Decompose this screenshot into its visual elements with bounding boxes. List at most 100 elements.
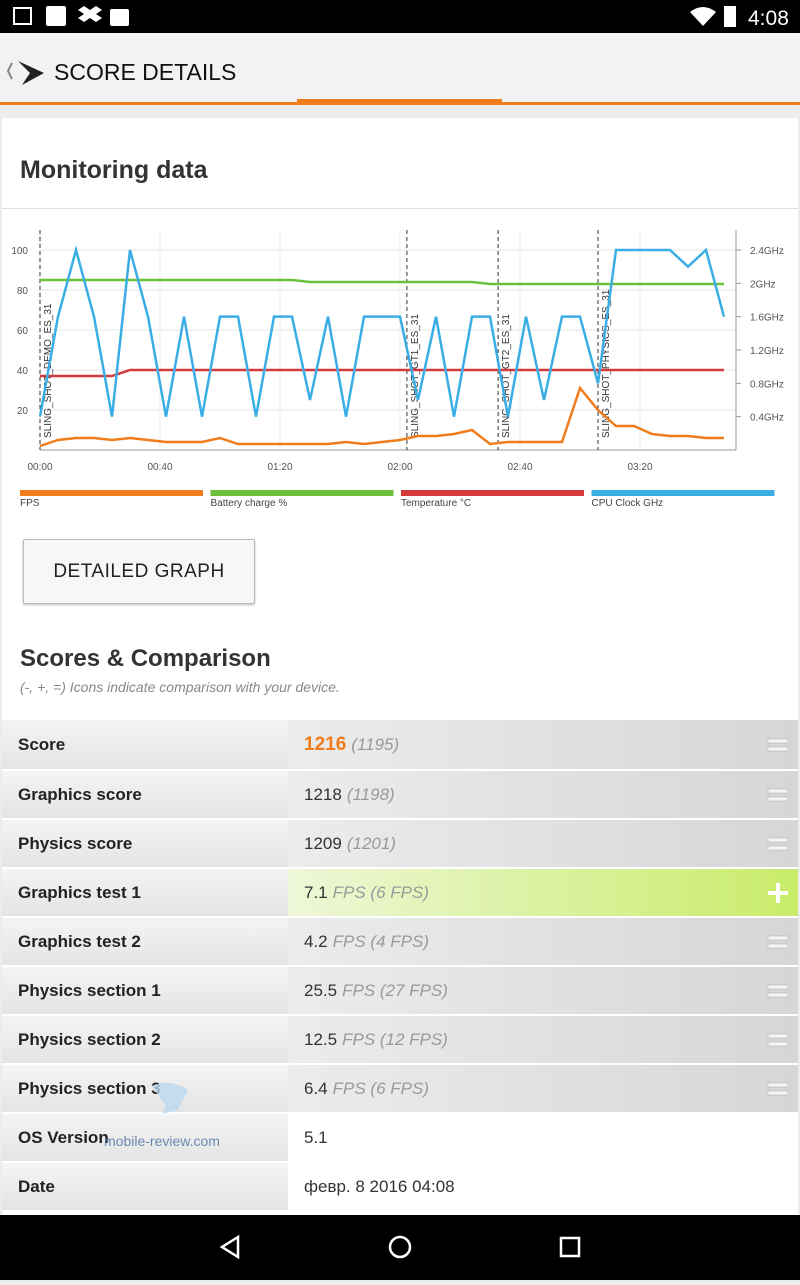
- legend-label: FPS: [20, 498, 40, 509]
- score-row: Graphics test 1 7.1 FPS (6 FPS): [2, 869, 798, 918]
- detailed-graph-button[interactable]: DETAILED GRAPH: [23, 539, 255, 604]
- gallery-icon: [13, 7, 32, 25]
- legend-label: Battery charge %: [211, 498, 288, 509]
- value-detail: (1198): [346, 784, 395, 804]
- recents-button[interactable]: [559, 1236, 581, 1258]
- section-title: Scores & Comparison: [20, 645, 271, 672]
- value: 5.1: [304, 1127, 328, 1147]
- row-value: 7.1 FPS (6 FPS): [288, 869, 798, 916]
- row-value: 12.5 FPS (12 FPS): [288, 1016, 798, 1063]
- row-value: 5.1: [288, 1114, 798, 1161]
- icon-bar: [776, 882, 780, 903]
- row-value: февр. 8 2016 04:08: [288, 1163, 798, 1210]
- y-tick-label: 40: [17, 366, 29, 377]
- icon-bar: [767, 1090, 789, 1095]
- status-bar: 4:08: [0, 0, 800, 33]
- value: 1218: [304, 784, 342, 804]
- watermark-logo: [152, 1082, 188, 1114]
- value: 1216: [304, 733, 347, 755]
- value-detail: (1195): [351, 734, 400, 754]
- value: 25.5: [304, 980, 338, 1000]
- value: 1209: [304, 833, 342, 853]
- score-row: Physics section 2 12.5 FPS (12 FPS): [2, 1016, 798, 1065]
- value-detail: FPS (6 FPS): [332, 882, 429, 902]
- watermark: mobile-review.com: [104, 1133, 220, 1149]
- battery-icon: [724, 6, 736, 27]
- home-button[interactable]: [388, 1235, 412, 1259]
- value-detail: (1201): [346, 833, 396, 853]
- y2-tick-label: 2GHz: [750, 279, 776, 290]
- score-table: Score 1216 (1195) Graphics score 1218 (1198) P…: [2, 720, 798, 1212]
- x-tick-label: 02:40: [507, 462, 532, 473]
- value-detail: FPS (6 FPS): [332, 1078, 429, 1098]
- back-caret[interactable]: [6, 62, 13, 80]
- value: 6.4: [304, 1078, 328, 1098]
- legend-swatch: [591, 490, 775, 496]
- row-value: 1216 (1195): [288, 720, 798, 769]
- dropbox-icon: [78, 6, 102, 22]
- score-row: Date февр. 8 2016 04:08: [2, 1163, 798, 1212]
- row-value: 25.5 FPS (27 FPS): [288, 967, 798, 1014]
- score-row: Physics section 1 25.5 FPS (27 FPS): [2, 967, 798, 1016]
- test-marker-label: SLING_SHOT_GT2_ES_31: [501, 314, 512, 438]
- y2-tick-label: 1.2GHz: [750, 346, 784, 357]
- y-tick-label: 100: [11, 246, 28, 257]
- comparison-icon: [767, 935, 789, 948]
- row-label: Graphics test 1: [2, 869, 288, 916]
- row-label: Physics section 2: [2, 1016, 288, 1063]
- row-label: Physics score: [2, 820, 288, 867]
- score-row: Physics section 3 6.4 FPS (6 FPS): [2, 1065, 798, 1114]
- icon-bar: [767, 746, 789, 751]
- x-tick-label: 02:00: [387, 462, 412, 473]
- test-marker-label: SLING_SHOT_PHYSICS_ES_31: [601, 289, 612, 438]
- x-tick-label: 00:00: [27, 462, 52, 473]
- y2-tick-label: 0.4GHz: [750, 413, 784, 424]
- row-value: 6.4 FPS (6 FPS): [288, 1065, 798, 1112]
- row-label: Score: [2, 720, 288, 769]
- row-label: Physics section 1: [2, 967, 288, 1014]
- legend-swatch: [20, 490, 203, 496]
- row-label: Physics section 3: [2, 1065, 288, 1112]
- x-tick-label: 01:20: [267, 462, 292, 473]
- legend-swatch: [210, 490, 394, 496]
- app-bar: SCORE DETAILS: [0, 33, 800, 105]
- value: 4.2: [304, 931, 328, 951]
- back-button[interactable]: [219, 1234, 240, 1260]
- app-bar-art: SCORE DETAILS: [6, 59, 502, 105]
- score-row: Graphics test 2 4.2 FPS (4 FPS): [2, 918, 798, 967]
- icon-bar: [767, 935, 789, 940]
- series-line: [38, 245, 726, 417]
- value-detail: FPS (12 FPS): [342, 1029, 448, 1049]
- series-line: [39, 385, 724, 448]
- status-icons: 4:08: [13, 6, 789, 30]
- value: 12.5: [304, 1029, 338, 1049]
- wifi-icon: [690, 7, 716, 26]
- y-tick-label: 20: [17, 406, 29, 417]
- score-row: Score 1216 (1195): [2, 720, 798, 771]
- icon-bar: [767, 837, 789, 842]
- legend-swatch: [401, 490, 584, 496]
- comparison-icon: [767, 738, 789, 751]
- comparison-icon: [767, 1033, 789, 1046]
- icon-bar: [767, 1082, 789, 1087]
- legend-label: Temperature °C: [401, 498, 471, 509]
- icon-bar: [767, 943, 789, 948]
- nav-icons: [219, 1234, 581, 1260]
- row-value: 1218 (1198): [288, 771, 798, 818]
- row-label: Graphics score: [2, 771, 288, 818]
- icon-bar: [767, 788, 789, 793]
- value: февр. 8 2016 04:08: [304, 1176, 455, 1196]
- series-line: [40, 278, 724, 286]
- comparison-icon: [767, 984, 789, 997]
- value-detail: FPS (4 FPS): [332, 931, 429, 951]
- y2-tick-label: 0.8GHz: [750, 379, 784, 390]
- y2-tick-label: 2.4GHz: [750, 246, 784, 257]
- legend-label: CPU Clock GHz: [592, 498, 664, 509]
- icon-bar: [767, 738, 789, 743]
- icon-bar: [767, 1033, 789, 1038]
- icon-bar: [767, 1041, 789, 1046]
- y-tick-label: 60: [17, 326, 29, 337]
- comparison-icon: [767, 1082, 789, 1095]
- test-marker-label: SLING_SHOT_GT1_ES_31: [410, 314, 421, 438]
- app-icon: [46, 6, 66, 26]
